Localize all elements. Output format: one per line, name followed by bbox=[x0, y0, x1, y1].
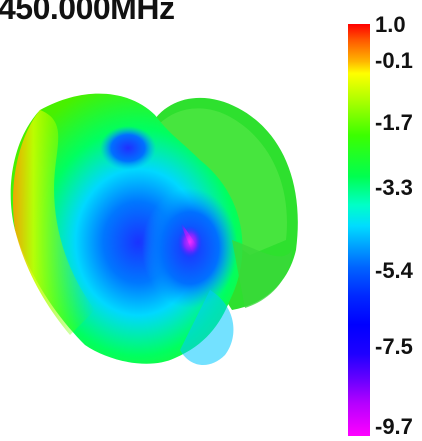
radiation-pattern-plot bbox=[10, 93, 298, 366]
colorbar-tick-label: -9.7 bbox=[375, 414, 413, 439]
colorbar-tick-label: -5.4 bbox=[375, 258, 413, 283]
colorbar-tick-label: -3.3 bbox=[375, 175, 413, 200]
color-scale-bar bbox=[348, 24, 370, 436]
colorbar-tick-label: 1.0 bbox=[375, 12, 406, 37]
colorbar-tick-label: -7.5 bbox=[375, 334, 413, 359]
colorbar-tick-label: -1.7 bbox=[375, 110, 413, 135]
frequency-title: 450.000MHz bbox=[0, 0, 175, 26]
colorbar-tick-label: -0.1 bbox=[375, 48, 413, 73]
